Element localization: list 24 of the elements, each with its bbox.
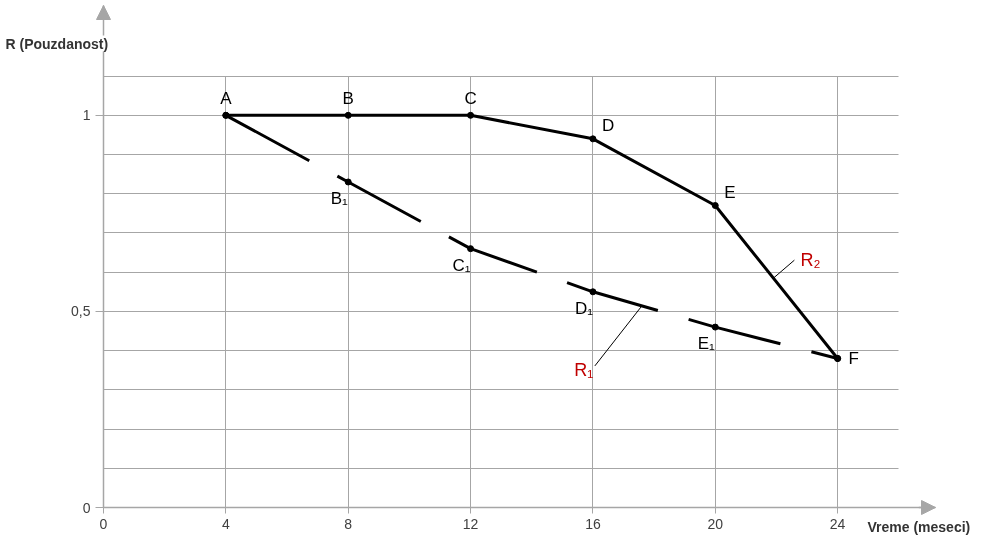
y-tick-label: 0 (82, 499, 91, 516)
y-tick-label: 1 (82, 107, 91, 124)
x-axis-title: Vreme (meseci) (867, 518, 971, 535)
x-tick-label: 24 (829, 515, 846, 532)
annotation: D (601, 115, 615, 135)
annotation: C (464, 89, 477, 109)
legend-label: R₂ (800, 250, 821, 271)
annotation: F (848, 348, 860, 368)
annotation: E₁ (697, 334, 716, 354)
x-tick-label: 4 (221, 515, 230, 532)
annotation: D₁ (574, 298, 594, 318)
annotation: C₁ (452, 255, 471, 275)
annotation: B (342, 89, 354, 109)
x-tick-label: 8 (344, 515, 353, 532)
y-axis-title: R (Pouzdanost) (5, 35, 109, 52)
annotation: A (220, 89, 233, 109)
x-tick-label: 12 (462, 515, 479, 532)
text: R₁ (574, 359, 594, 380)
x-tick-label: 20 (707, 515, 724, 532)
annotation: E (724, 182, 736, 202)
x-tick-label: 16 (585, 515, 601, 532)
y-tick-label: 0,5 (71, 303, 91, 320)
annotation: B₁ (330, 188, 349, 208)
x-tick-label: 0 (99, 515, 108, 532)
